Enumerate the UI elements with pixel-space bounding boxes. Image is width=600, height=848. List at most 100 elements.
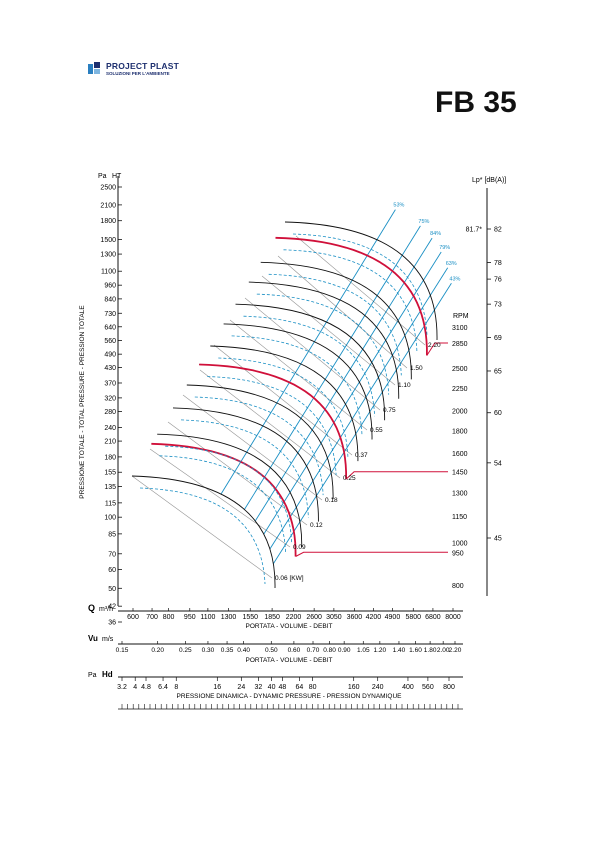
dynamic-tick-label: 3.2 <box>117 684 127 691</box>
rpm-label: RPM <box>453 313 469 320</box>
dynamic-tick-label: 40 <box>268 684 276 691</box>
pressure-tick-label: 70 <box>108 551 116 558</box>
rpm-value-label: 1150 <box>452 514 467 521</box>
efficiency-label: 53% <box>393 203 404 209</box>
pressure-tick-label: 1300 <box>100 252 116 259</box>
noise-tick-label: 78 <box>494 260 502 267</box>
brand-tagline: SOLUZIONI PER L'AMBIENTE <box>106 70 170 76</box>
pressure-tick-label: 490 <box>104 352 116 359</box>
volume-tick-label: 1100 <box>200 614 215 621</box>
rpm-curve <box>131 475 276 589</box>
power-line <box>182 394 323 501</box>
velocity-tick-label: 0.70 <box>307 647 320 654</box>
pressure-tick-label: 240 <box>104 425 116 432</box>
pressure-axis-title: PRESSIONE TOTALE - TOTAL PRESSURE - PRES… <box>79 305 86 499</box>
pressure-tick-label: 430 <box>104 365 116 372</box>
pressure-tick-label: 2100 <box>100 202 116 209</box>
rpm-highlight-leader <box>345 471 448 480</box>
power-line <box>277 255 408 369</box>
pressure-tick-label: 640 <box>104 324 116 331</box>
pressure-tick-label: 180 <box>104 454 116 461</box>
rpm-dashed-curve <box>292 233 428 337</box>
efficiency-line <box>269 267 449 550</box>
power-label: 0.37 <box>355 452 368 459</box>
noise-tick-label: 45 <box>494 536 502 543</box>
volume-tick-label: 8000 <box>445 614 461 621</box>
rpm-curve <box>157 433 303 548</box>
rpm-dashed-curve <box>139 487 266 585</box>
velocity-tick-label: 0.60 <box>288 647 301 654</box>
velocity-tick-label: 1.20 <box>374 647 387 654</box>
dynamic-tick-label: 4.8 <box>141 684 151 691</box>
velocity-tick-label: 0.15 <box>116 647 129 654</box>
rpm-curve <box>172 407 319 522</box>
dynamic-tick-label: 800 <box>443 684 455 691</box>
pressure-tick-label: 36 <box>108 620 116 627</box>
pressure-tick-label: 135 <box>104 484 116 491</box>
rpm-value-label: 950 <box>452 550 464 557</box>
efficiency-label: 43% <box>449 276 460 282</box>
volume-tick-label: 5800 <box>405 614 421 621</box>
volume-axis-title: PORTATA - VOLUME - DEBIT <box>246 623 333 630</box>
volume-tick-label: 3600 <box>347 614 363 621</box>
volume-axis-unit: m³/h <box>99 606 113 613</box>
pressure-tick-label: 60 <box>108 567 116 574</box>
rpm-curve <box>186 384 334 500</box>
rpm-curve <box>235 303 386 421</box>
pressure-tick-label: 2500 <box>100 185 116 192</box>
dynamic-axis-symbol: Hd <box>102 670 113 679</box>
rpm-dashed-curve <box>165 445 293 544</box>
rpm-value-label: 1800 <box>452 429 468 436</box>
model-title: FB 35 <box>435 86 517 119</box>
dynamic-axis-title: PRESSIONE DINAMICA - DYNAMIC PRESSURE - … <box>176 693 402 700</box>
pressure-tick-label: 280 <box>104 409 116 416</box>
velocity-tick-label: 2.20 <box>449 647 462 654</box>
volume-tick-label: 800 <box>163 614 175 621</box>
volume-tick-label: 600 <box>127 614 139 621</box>
pressure-tick-label: 560 <box>104 338 116 345</box>
rpm-dashed-curve <box>159 455 286 553</box>
velocity-tick-label: 0.30 <box>202 647 215 654</box>
power-line <box>149 448 291 548</box>
noise-tick-label: 76 <box>494 277 502 284</box>
pressure-axis-unit: Pa <box>98 173 107 180</box>
logo-icon <box>88 62 100 76</box>
efficiency-label: 84% <box>430 231 441 237</box>
rpm-value-label: 800 <box>452 583 464 590</box>
volume-tick-label: 1550 <box>242 614 258 621</box>
volume-tick-label: 950 <box>184 614 196 621</box>
noise-tick-label: 82 <box>494 227 502 234</box>
pressure-tick-label: 115 <box>105 500 116 507</box>
velocity-tick-label: 0.50 <box>265 647 278 654</box>
rpm-value-label: 2250 <box>452 386 468 393</box>
noise-max-label: 81.7* <box>466 227 483 234</box>
velocity-tick-label: 0.40 <box>237 647 250 654</box>
pressure-tick-label: 1500 <box>100 237 116 244</box>
rpm-dashed-curve <box>243 315 375 417</box>
rpm-dashed-curve <box>180 419 309 518</box>
pressure-tick-label: 50 <box>108 586 116 593</box>
rpm-curve-highlight <box>275 236 428 356</box>
rpm-highlight-leader <box>426 342 448 356</box>
dynamic-tick-label: 24 <box>237 684 245 691</box>
pressure-tick-label: 1100 <box>101 269 116 276</box>
power-label: 1.10 <box>398 382 411 389</box>
volume-tick-label: 3050 <box>326 614 342 621</box>
pressure-tick-label: 85 <box>108 531 116 538</box>
rpm-dashed-curve <box>231 335 363 436</box>
velocity-axis-symbol: Vu <box>88 634 98 643</box>
pressure-tick-label: 320 <box>104 395 116 402</box>
power-label: 0.12 <box>310 522 323 529</box>
efficiency-line <box>244 225 421 510</box>
noise-tick-label: 69 <box>494 335 502 342</box>
velocity-tick-label: 1.40 <box>393 647 406 654</box>
dynamic-tick-label: 560 <box>422 684 434 691</box>
dynamic-tick-label: 48 <box>278 684 286 691</box>
volume-axis-symbol: Q <box>88 603 95 613</box>
efficiency-line <box>220 209 396 495</box>
rpm-dashed-curve <box>218 357 349 458</box>
rpm-highlight-leader <box>295 551 448 557</box>
volume-tick-label: 1300 <box>221 614 237 621</box>
rpm-curve-highlight <box>199 363 347 480</box>
velocity-axis-title: PORTATA - VOLUME - DEBIT <box>246 657 333 664</box>
